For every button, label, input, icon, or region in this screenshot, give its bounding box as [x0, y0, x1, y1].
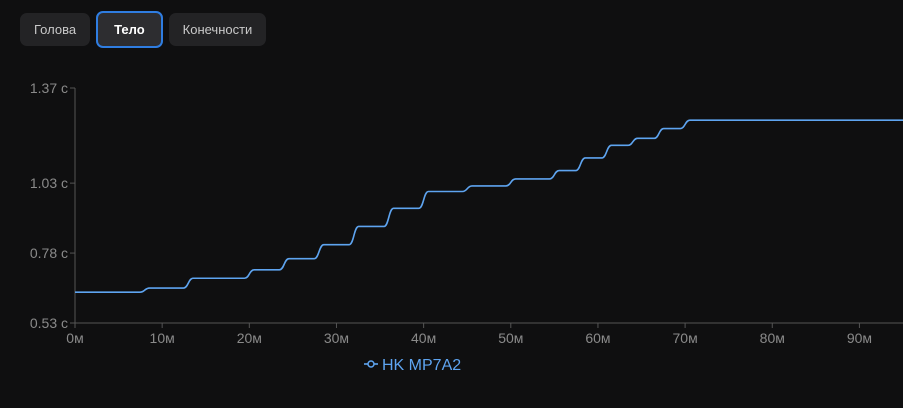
tab-bar: Голова Тело Конечности	[20, 11, 267, 48]
x-tick-label: 50м	[498, 330, 523, 346]
tab-limbs-label: Конечности	[182, 22, 253, 37]
legend-marker-1	[367, 360, 375, 368]
x-tick-label: 80м	[760, 330, 785, 346]
x-tick-label: 0м	[66, 330, 83, 346]
series-line-1	[75, 119, 903, 294]
y-tick-label: 0.78 с	[30, 245, 68, 261]
y-tick-label: 1.37 с	[30, 80, 68, 96]
tab-body[interactable]: Тело	[96, 11, 163, 48]
x-tick-label: 10м	[150, 330, 175, 346]
y-tick-label: 1.03 с	[30, 175, 68, 191]
x-tick-label: 40м	[411, 330, 436, 346]
x-tick-label: 90м	[847, 330, 872, 346]
x-tick-label: 30м	[324, 330, 349, 346]
tab-head-label: Голова	[34, 22, 77, 37]
tab-head[interactable]: Голова	[20, 13, 91, 46]
x-tick-label: 70м	[673, 330, 698, 346]
tab-body-label: Тело	[114, 22, 145, 37]
y-tick-label: 0.53 с	[30, 315, 68, 331]
tab-limbs[interactable]: Конечности	[168, 13, 267, 46]
x-tick-label: 20м	[237, 330, 262, 346]
x-tick-label: 60м	[585, 330, 610, 346]
legend-label-1: HK MP7A2	[382, 357, 461, 374]
